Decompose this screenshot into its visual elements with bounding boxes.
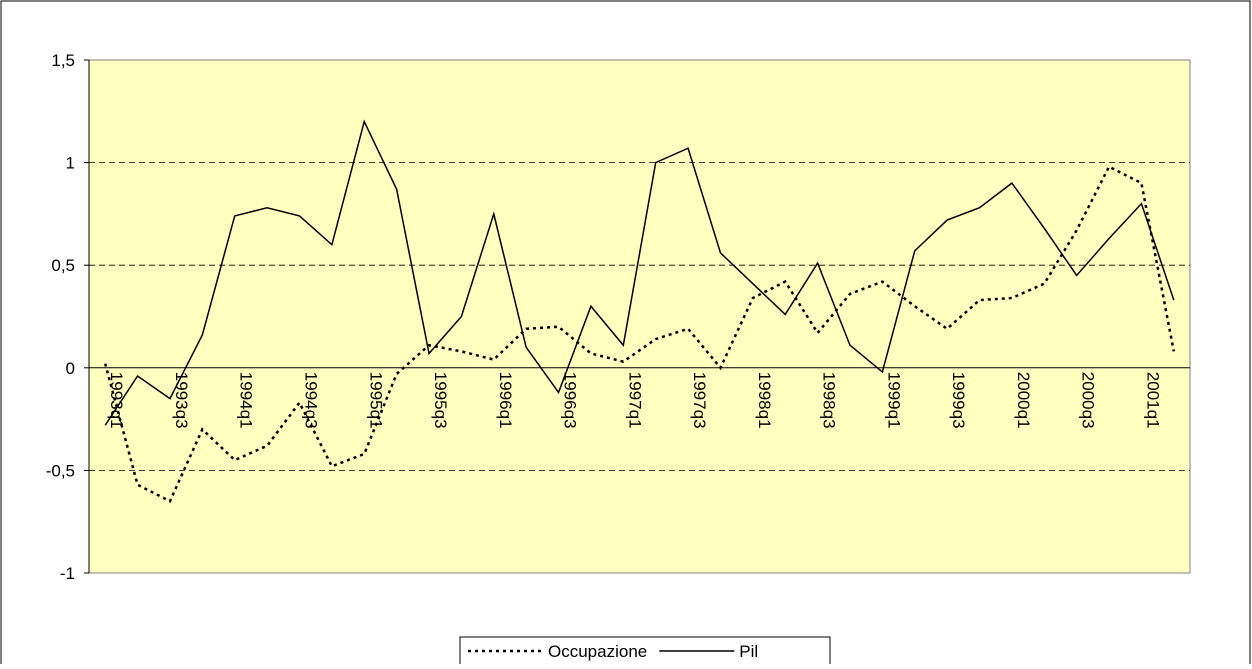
- x-tick-label: 2001q1: [1143, 372, 1162, 429]
- x-tick-label: 1996q3: [561, 372, 580, 429]
- y-tick-label: -0,5: [46, 461, 75, 480]
- x-tick-label: 2000q3: [1079, 372, 1098, 429]
- x-tick-label: 1995q3: [431, 372, 450, 429]
- x-tick-label: 1994q3: [301, 372, 320, 429]
- x-tick-label: 1994q1: [237, 372, 256, 429]
- x-tick-label: 1998q1: [755, 372, 774, 429]
- x-tick-label: 1995q1: [366, 372, 385, 429]
- line-series: [103, 165, 1176, 503]
- x-tick-label: 1996q1: [496, 372, 515, 429]
- y-tick-label: -1: [60, 564, 75, 583]
- x-tick-label: 1999q3: [949, 372, 968, 429]
- y-tick-label: 0,5: [51, 256, 75, 275]
- x-tick-label: 1997q3: [690, 372, 709, 429]
- plot-area: [88, 59, 1191, 574]
- y-tick-label: 1: [66, 154, 75, 173]
- x-tick-label: 2000q1: [1014, 372, 1033, 429]
- x-tick-label: 1999q1: [884, 372, 903, 429]
- legend-label: Pil: [739, 642, 758, 661]
- x-tick-label: 1997q1: [625, 372, 644, 429]
- line-series: [104, 119, 1175, 426]
- x-tick-label: 1993q3: [172, 372, 191, 429]
- y-tick-label: 0: [66, 359, 75, 378]
- x-tick-label: 1993q1: [107, 372, 126, 429]
- x-tick-label: 1998q3: [820, 372, 839, 429]
- legend-label: Occupazione: [548, 642, 647, 661]
- y-tick-label: 1,5: [51, 51, 75, 70]
